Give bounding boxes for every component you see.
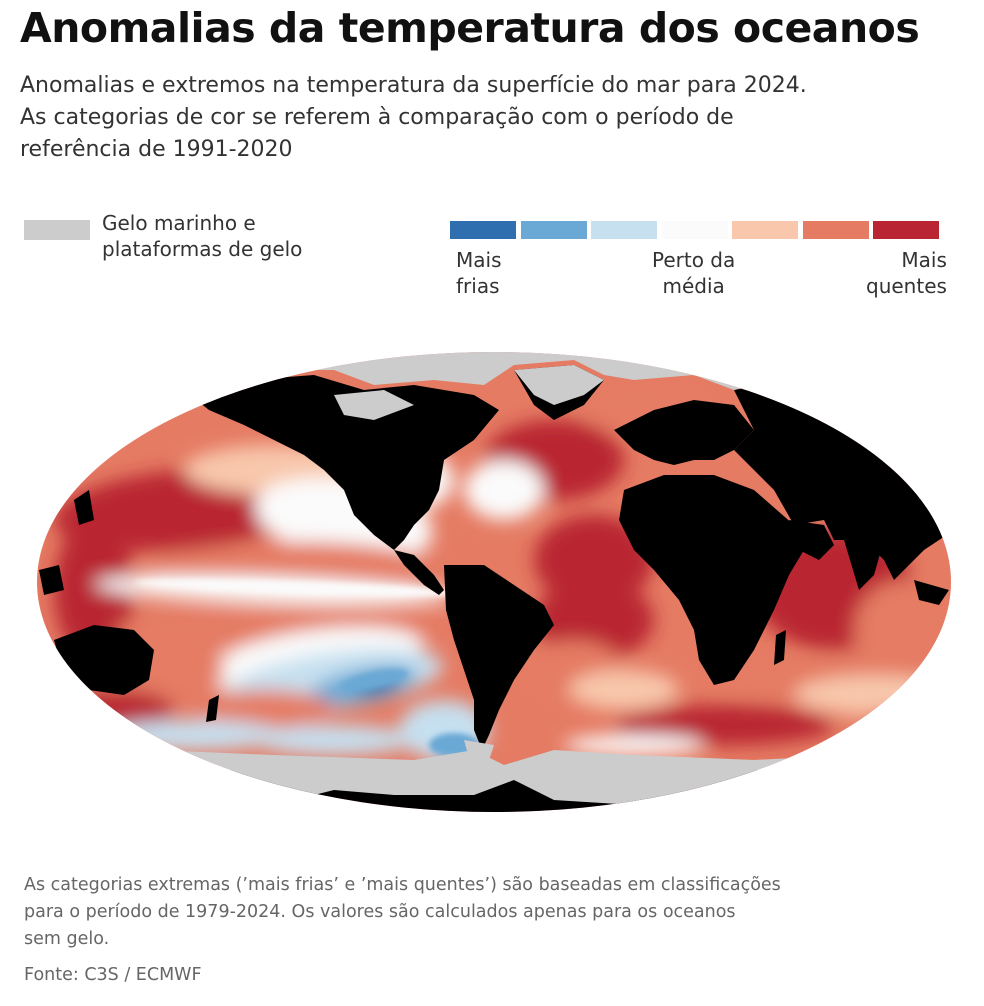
anomaly-region <box>194 690 334 730</box>
footnote-line: sem gelo. <box>24 929 110 949</box>
anomaly-region <box>534 580 654 660</box>
landmass-south-america <box>444 565 554 750</box>
scale-swatch <box>450 221 516 239</box>
footnote: As categorias extremas (’mais frias’ e ’… <box>24 872 964 953</box>
scale-swatch <box>661 221 728 239</box>
anomaly-region <box>339 669 409 691</box>
anomaly-region <box>534 515 654 605</box>
landmass-arabia <box>789 520 834 560</box>
scale-label-hot: Mais quentes <box>866 248 947 298</box>
anomaly-region <box>134 579 474 597</box>
landmass-madagascar <box>774 630 786 665</box>
chart-title: Anomalias da temperatura dos oceanos <box>20 4 920 52</box>
footnote-line: As categorias extremas (’mais frias’ e ’… <box>24 875 781 895</box>
footnote-line: para o período de 1979-2024. Os valores … <box>24 902 736 922</box>
landmass-islands <box>39 565 64 595</box>
color-scale-legend <box>450 221 940 239</box>
anomaly-region <box>564 735 704 755</box>
anomaly-region <box>254 725 414 755</box>
landmass-africa <box>619 475 804 685</box>
anomaly-region <box>104 720 284 750</box>
sea-ice-antarctic-peninsula <box>464 740 494 760</box>
scale-swatch <box>873 221 939 239</box>
anomaly-region <box>569 670 679 710</box>
sea-ice-arctic <box>334 390 414 420</box>
landmass-europe <box>614 400 754 465</box>
anomaly-region <box>844 710 944 750</box>
landmass-australia <box>54 625 154 695</box>
scale-swatch <box>520 221 587 239</box>
landmass-islands <box>914 580 949 605</box>
ice-legend-label: Gelo marinho e plataformas de gelo <box>102 211 303 261</box>
landmass-central-america <box>394 550 444 595</box>
scale-swatch <box>802 221 869 239</box>
scale-label-mid: Perto da média <box>652 248 736 298</box>
subtitle-line: As categorias de cor se referem à compar… <box>20 105 734 130</box>
chart-subtitle: Anomalias e extremos na temperatura da s… <box>20 70 970 166</box>
anomaly-region <box>464 460 544 520</box>
landmass-new-zealand <box>206 695 219 722</box>
scale-label-cold: Mais frias <box>456 248 502 298</box>
scale-swatch <box>732 221 798 239</box>
landmass-japan <box>74 490 94 525</box>
landmass-india <box>844 540 884 590</box>
landmass-north-america <box>184 375 499 550</box>
anomaly-region <box>54 520 134 660</box>
scale-swatch <box>591 221 657 239</box>
subtitle-line: Anomalias e extremos na temperatura da s… <box>20 73 807 98</box>
source-credit: Fonte: C3S / ECMWF <box>24 965 202 985</box>
world-map <box>34 350 954 815</box>
anomaly-region <box>429 733 479 757</box>
ice-legend-swatch <box>24 220 90 240</box>
subtitle-line: referência de 1991-2020 <box>20 137 293 162</box>
anomaly-region <box>614 705 834 745</box>
sea-ice-greenland <box>514 365 604 405</box>
anomaly-region <box>794 675 951 715</box>
